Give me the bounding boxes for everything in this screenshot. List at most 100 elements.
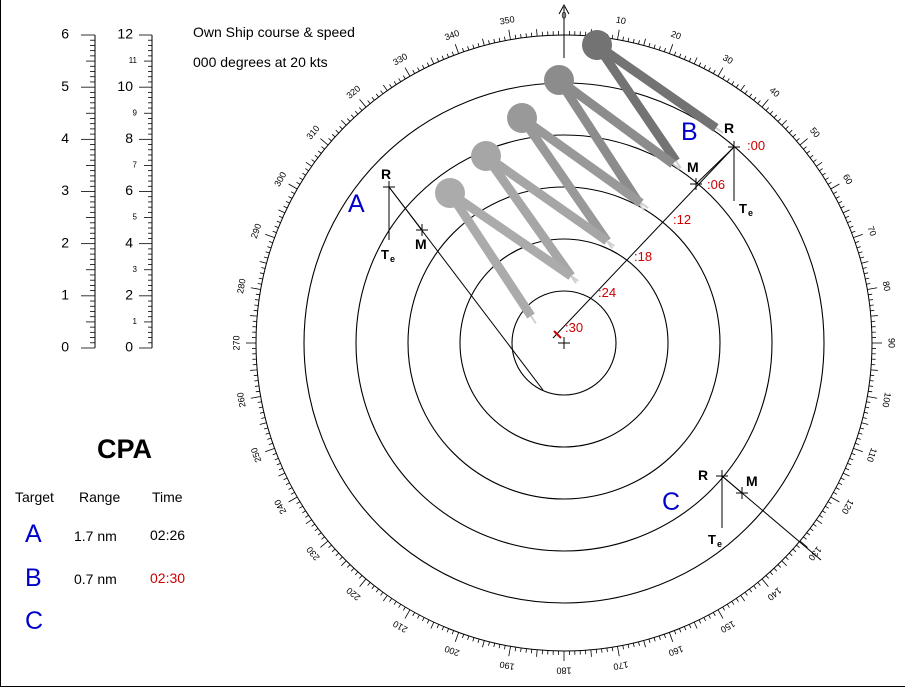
compass-tick	[663, 634, 666, 639]
degree-label: 120	[840, 498, 856, 516]
compass-tick	[648, 42, 651, 48]
compass-tick	[305, 514, 309, 518]
compass-tick	[504, 645, 506, 650]
compass-tick	[632, 643, 635, 648]
compass-tick	[753, 96, 757, 101]
compass-tick	[371, 96, 375, 101]
target-c-m-label: M	[746, 473, 758, 489]
compass-tick	[288, 196, 293, 199]
degree-label: 220	[344, 585, 362, 602]
compass-tick	[250, 287, 261, 290]
compass-tick	[838, 482, 843, 486]
compass-tick	[864, 272, 869, 275]
time-mark: :18	[634, 249, 652, 264]
compass-tick	[393, 81, 397, 85]
compass-tick	[856, 437, 861, 440]
target-b-maneuver-line	[695, 146, 735, 185]
compass-tick	[859, 427, 865, 430]
compass-tick	[367, 582, 371, 586]
compass-tick	[773, 114, 778, 119]
compass-tick	[611, 34, 614, 39]
degree-label: 280	[235, 278, 247, 295]
compass-tick	[845, 215, 850, 219]
compass-tick	[816, 519, 823, 525]
compass-tick	[382, 595, 388, 602]
compass-tick	[688, 624, 692, 629]
compass-tick	[283, 205, 288, 209]
range-ring	[355, 134, 773, 552]
compass-tick	[302, 510, 306, 514]
compass-tick	[858, 432, 863, 435]
degree-label: 240	[272, 498, 288, 516]
compass-tick	[520, 647, 522, 653]
compass-tick	[268, 241, 273, 244]
compass-tick	[674, 630, 677, 635]
compass-tick	[436, 57, 440, 62]
degree-label: 20	[670, 29, 683, 42]
divider-leg	[556, 76, 676, 168]
compass-tick	[781, 119, 788, 126]
compass-tick	[819, 168, 823, 172]
compass-tick	[803, 146, 807, 150]
compass-tick	[514, 34, 517, 39]
degree-label: 260	[235, 392, 247, 409]
compass-tick	[796, 138, 800, 142]
compass-tick	[426, 619, 430, 624]
compass-tick	[717, 67, 724, 77]
compass-tick	[267, 437, 272, 440]
compass-tick	[320, 540, 329, 548]
target-b-m-label: M	[687, 159, 699, 175]
compass-tick	[761, 99, 769, 108]
compass-tick	[328, 138, 332, 142]
compass-tick	[288, 487, 293, 490]
target-label: B	[681, 118, 698, 146]
target-b-te-label-sub: e	[748, 208, 753, 218]
compass-tick	[627, 644, 630, 649]
compass-tick	[274, 458, 279, 461]
compass-tick	[398, 78, 402, 83]
compass-tick	[359, 107, 363, 111]
degree-label: 10	[615, 15, 627, 27]
left-scale-label: 0	[61, 339, 69, 355]
compass-tick	[441, 55, 445, 60]
compass-tick	[622, 36, 624, 41]
cpa-row-range: 1.7 nm	[74, 528, 117, 544]
compass-tick	[288, 496, 298, 503]
compass-tick	[840, 205, 845, 209]
compass-tick	[290, 191, 295, 195]
compass-tick	[842, 472, 850, 477]
degree-label: 60	[841, 172, 855, 186]
compass-tick	[722, 606, 726, 611]
compass-tick	[858, 251, 863, 254]
degree-label: 190	[499, 659, 516, 671]
right-scale-minor-label: 11	[129, 56, 138, 65]
compass-tick	[250, 369, 258, 371]
compass-tick	[454, 632, 460, 642]
compass-tick	[822, 510, 826, 514]
divider-point	[570, 275, 579, 282]
compass-tick	[462, 47, 465, 52]
divider-leg	[518, 115, 611, 244]
compass-tick	[849, 458, 854, 461]
compass-tick	[320, 138, 329, 146]
compass-tick	[339, 125, 343, 130]
compass-tick	[867, 287, 878, 290]
degree-label: 50	[808, 125, 822, 139]
compass-tick	[314, 528, 319, 532]
compass-tick	[653, 44, 656, 49]
compass-tick	[536, 29, 538, 37]
compass-tick	[866, 401, 871, 403]
target-a-m-label: M	[415, 236, 427, 252]
range-ring	[459, 238, 669, 448]
compass-tick	[346, 118, 351, 122]
degree-label: 300	[272, 170, 288, 188]
compass-tick	[824, 505, 829, 509]
divider-hinge	[582, 30, 612, 60]
cpa-header-target: Target	[15, 489, 54, 505]
compass-tick	[446, 53, 449, 58]
compass-tick	[346, 564, 351, 568]
compass-tick	[259, 422, 267, 425]
compass-tick	[268, 442, 273, 445]
compass-tick	[265, 447, 275, 453]
